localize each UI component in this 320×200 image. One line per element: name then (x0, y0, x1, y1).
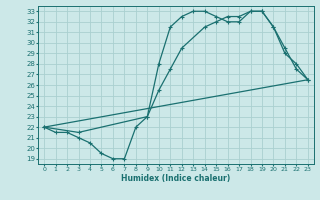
X-axis label: Humidex (Indice chaleur): Humidex (Indice chaleur) (121, 174, 231, 183)
